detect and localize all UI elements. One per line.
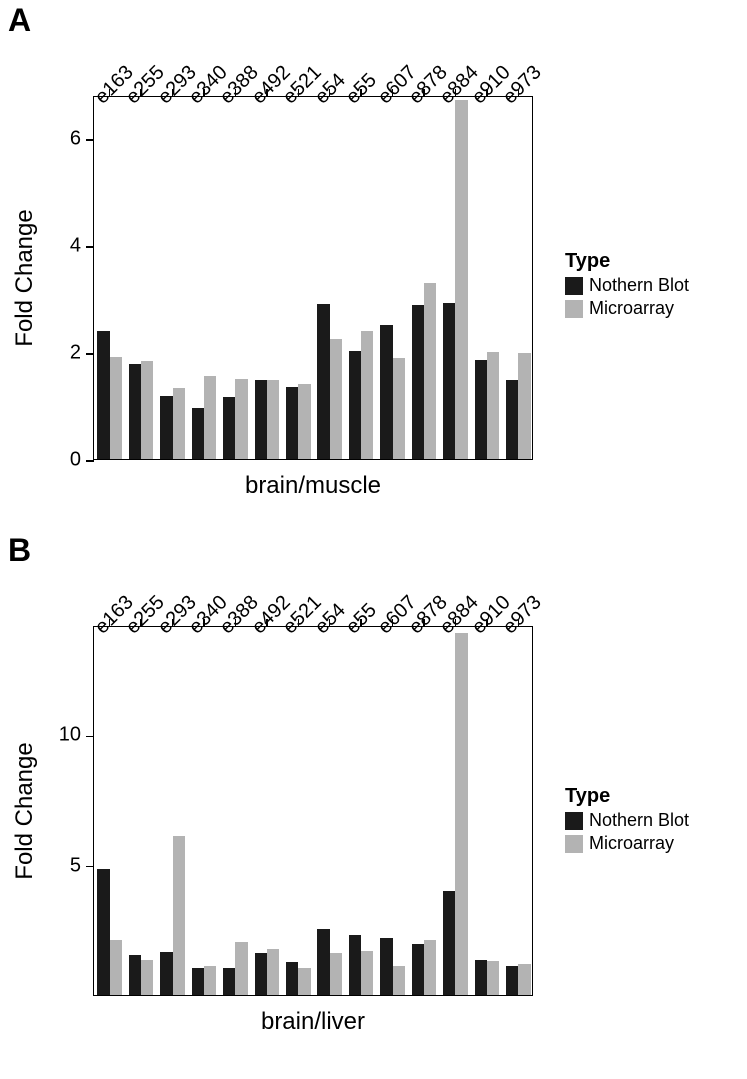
bar-A (330, 339, 342, 459)
legend-A: TypeNothern BlotMicroarray (565, 250, 689, 319)
bar-A (443, 303, 455, 459)
bar-B (424, 940, 436, 995)
legend-label: Microarray (589, 298, 674, 319)
bar-A (518, 353, 530, 459)
y-tick (86, 460, 94, 462)
bar-B (173, 836, 185, 995)
legend-swatch (565, 300, 583, 318)
bar-B (129, 955, 141, 995)
bar-A (506, 380, 518, 459)
bar-A (235, 379, 247, 459)
bar-A (286, 387, 298, 459)
y-tick-label: 0 (45, 449, 81, 472)
bar-B (192, 968, 204, 995)
legend-label: Microarray (589, 833, 674, 854)
bar-A (173, 388, 185, 459)
legend-swatch (565, 812, 583, 830)
bar-A (267, 380, 279, 459)
legend-title: Type (565, 785, 689, 808)
bar-A (141, 361, 153, 459)
bar-B (160, 952, 172, 995)
y-tick (86, 246, 94, 248)
bar-B (380, 938, 392, 995)
bar-B (361, 951, 373, 995)
bar-B (255, 953, 267, 995)
legend-swatch (565, 277, 583, 295)
plot-area-B (93, 626, 533, 996)
bar-B (286, 962, 298, 995)
panel-label-B: B (8, 532, 31, 569)
panel-label-A: A (8, 2, 31, 39)
y-axis-title-A: Fold Change (11, 168, 39, 388)
y-tick (86, 139, 94, 141)
y-tick-label: 2 (45, 341, 81, 364)
bar-A (424, 283, 436, 459)
bar-B (412, 944, 424, 995)
bar-A (412, 305, 424, 459)
y-tick-label: 6 (45, 127, 81, 150)
bar-A (160, 396, 172, 459)
bar-B (393, 966, 405, 995)
bar-B (487, 961, 499, 995)
bar-A (349, 351, 361, 459)
bar-A (110, 357, 122, 459)
y-tick-label: 5 (45, 854, 81, 877)
legend-title: Type (565, 250, 689, 273)
legend-item: Microarray (565, 298, 689, 319)
bar-B (267, 949, 279, 995)
bar-B (141, 960, 153, 995)
bar-A (192, 408, 204, 459)
legend-item: Microarray (565, 833, 689, 854)
bar-B (506, 966, 518, 995)
bar-B (235, 942, 247, 995)
bar-B (317, 929, 329, 995)
bar-A (97, 331, 109, 459)
bar-B (223, 968, 235, 995)
bar-B (443, 891, 455, 995)
bar-A (455, 100, 467, 459)
bar-A (255, 380, 267, 459)
bar-A (393, 358, 405, 459)
bar-B (204, 966, 216, 995)
legend-swatch (565, 835, 583, 853)
y-tick-label: 10 (45, 724, 81, 747)
bar-B (349, 935, 361, 995)
y-tick-label: 4 (45, 234, 81, 257)
bar-A (361, 331, 373, 459)
bar-A (223, 397, 235, 459)
x-axis-title-A: brain/muscle (93, 472, 533, 500)
bar-B (455, 633, 467, 995)
bar-B (298, 968, 310, 995)
bar-B (475, 960, 487, 995)
bar-B (518, 964, 530, 995)
bar-A (475, 360, 487, 459)
bar-A (487, 352, 499, 459)
x-axis-title-B: brain/liver (93, 1008, 533, 1036)
bar-A (204, 376, 216, 459)
legend-label: Nothern Blot (589, 275, 689, 296)
bar-B (110, 940, 122, 995)
y-tick (86, 353, 94, 355)
bar-A (380, 325, 392, 459)
legend-item: Nothern Blot (565, 810, 689, 831)
legend-B: TypeNothern BlotMicroarray (565, 785, 689, 854)
plot-area-A (93, 96, 533, 460)
y-axis-title-B: Fold Change (11, 701, 39, 921)
bar-A (298, 384, 310, 459)
y-tick (86, 866, 94, 868)
bar-A (317, 304, 329, 459)
bar-A (129, 364, 141, 459)
legend-item: Nothern Blot (565, 275, 689, 296)
figure: A0246Fold Changee163e255e293e340e388e492… (0, 0, 747, 1079)
y-tick (86, 736, 94, 738)
bar-B (97, 869, 109, 995)
bar-B (330, 953, 342, 995)
legend-label: Nothern Blot (589, 810, 689, 831)
